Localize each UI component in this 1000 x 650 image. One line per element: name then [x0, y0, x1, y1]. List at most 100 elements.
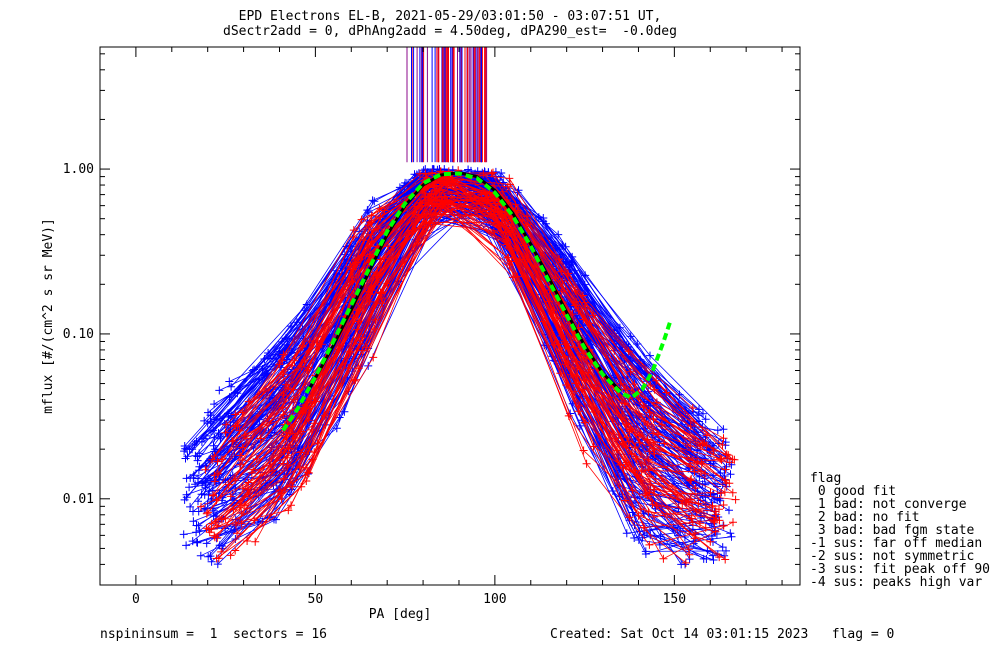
blue-series-point [610, 329, 619, 338]
vertical-lines-group [406, 47, 488, 163]
red-series-point [236, 460, 244, 469]
red-series-curve [206, 189, 722, 514]
red-series-point [355, 305, 364, 313]
blue-series-point [674, 531, 683, 540]
red-series-point [231, 521, 240, 529]
red-series-point [289, 385, 298, 394]
red-series-point [209, 491, 217, 499]
blue-series-point [695, 405, 703, 414]
red-series-point [560, 337, 569, 346]
footer-created-info: Created: Sat Oct 14 03:01:15 2023 flag =… [550, 627, 895, 642]
red-series-point [701, 469, 710, 478]
blue-series-point [186, 502, 195, 511]
red-series-curve [220, 203, 724, 553]
red-series-curve [247, 200, 690, 503]
red-series-point [717, 456, 726, 465]
red-series-point [702, 431, 711, 440]
red-series-point [210, 452, 219, 460]
red-series-point [650, 385, 659, 394]
red-series-point [649, 429, 658, 438]
blue-series-point [429, 165, 438, 174]
blue-series-point [201, 483, 210, 492]
red-series-point [275, 360, 284, 369]
red-series-point [721, 465, 730, 474]
red-series-point [281, 380, 290, 389]
red-series-point [579, 446, 588, 455]
blue-series-point [260, 355, 269, 363]
blue-series-point [699, 409, 707, 418]
legend-item: -1 sus: far off median [810, 536, 983, 551]
red-series-point [348, 277, 357, 286]
blue-series-point [210, 400, 219, 409]
red-series-point [626, 367, 635, 376]
x-tick-label: 0 [132, 592, 140, 607]
red-series-point [207, 519, 216, 528]
legend-item: -2 sus: not symmetric [810, 549, 975, 564]
red-series-point [626, 425, 635, 434]
red-series-point [210, 477, 219, 486]
red-series-point [694, 499, 703, 508]
red-series-point [687, 475, 696, 483]
red-series-point [682, 497, 691, 506]
red-series-point [237, 519, 246, 528]
red-series-point [448, 176, 457, 185]
red-series-point [652, 398, 661, 407]
blue-series-point [207, 497, 216, 506]
blue-series-point [248, 366, 257, 375]
red-series-point [313, 439, 322, 448]
red-series-point [637, 467, 646, 476]
red-series-point [511, 206, 520, 215]
red-series-point [505, 261, 514, 269]
red-series-point [279, 459, 287, 468]
red-series-curve [239, 185, 734, 506]
blue-series-point [197, 437, 206, 446]
blue-series-point [194, 507, 203, 516]
red-series-point [437, 179, 445, 188]
blue-series-point [581, 271, 590, 280]
red-series-point [708, 501, 717, 510]
red-series-point [221, 514, 230, 523]
blue-series-point [211, 445, 220, 454]
red-series-point [447, 193, 456, 201]
blue-series-curve [213, 168, 711, 452]
blue-series-point [215, 386, 224, 395]
red-series-curve [214, 185, 730, 484]
red-series-curve [236, 221, 706, 534]
blue-series-point [726, 529, 735, 538]
blue-series-point [193, 478, 202, 487]
blue-series-point [340, 407, 349, 416]
red-series-point [367, 211, 376, 220]
blue-series-point [286, 322, 295, 331]
blue-series-point [197, 490, 206, 499]
blue-series-point [368, 196, 377, 205]
plot-frame [99, 46, 801, 586]
blue-series-point [630, 534, 639, 542]
red-series-point [236, 501, 245, 510]
red-series-point [688, 404, 697, 412]
red-series-point [564, 269, 573, 278]
red-series-point [728, 488, 737, 497]
blue-series-point [720, 472, 729, 480]
red-series-point [644, 455, 653, 464]
blue-series-point [698, 480, 707, 489]
red-series-point [233, 529, 241, 538]
red-series-point [624, 437, 633, 446]
red-series-point [696, 467, 705, 476]
red-series-point [503, 253, 512, 262]
red-series-point [250, 516, 259, 525]
x-tick-label: 100 [483, 592, 506, 607]
red-series-point [505, 174, 514, 183]
blue-series-point [202, 539, 211, 548]
blue-series-point [272, 478, 281, 487]
red-series-point [247, 468, 256, 477]
blue-series-point [684, 409, 693, 418]
red-series-point [414, 210, 423, 219]
red-series-point [440, 201, 448, 210]
blue-series-point [199, 477, 208, 486]
blue-series-point [231, 388, 240, 397]
red-series-point [228, 437, 237, 446]
red-series-point [718, 440, 727, 449]
red-series-point [645, 447, 654, 456]
red-series-point [280, 448, 289, 457]
